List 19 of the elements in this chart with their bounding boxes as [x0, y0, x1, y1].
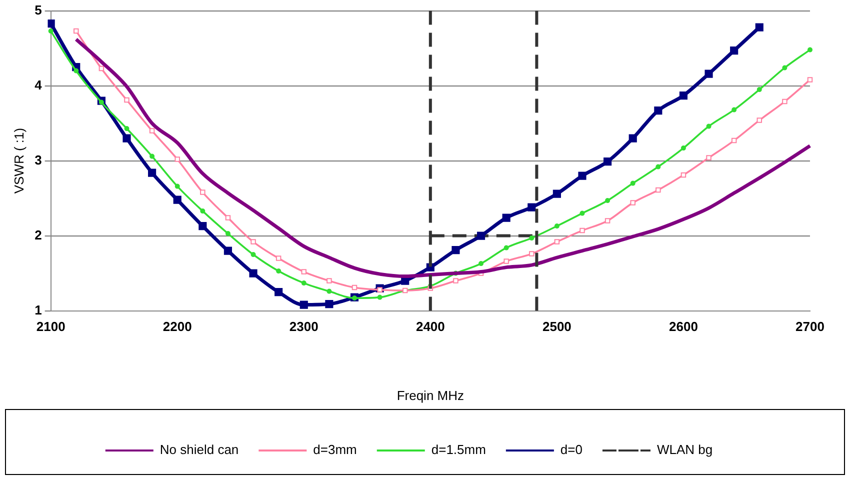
y-tick-label: 5 — [34, 2, 42, 18]
y-tick-label: 3 — [34, 152, 42, 168]
x-tick-label: 2300 — [289, 319, 318, 334]
legend-label: d=0 — [560, 442, 582, 458]
y-axis-title: VSWR ( :1) — [11, 128, 26, 194]
legend-label: d=1.5mm — [431, 442, 486, 458]
x-axis-title: Freqin MHz — [396, 388, 464, 403]
y-tick-label: 4 — [34, 77, 43, 92]
x-tick-label: 2100 — [36, 319, 66, 334]
x-tick-label: 2700 — [796, 319, 824, 334]
x-tick-label: 2400 — [416, 319, 445, 334]
x-tick-label: 2200 — [162, 319, 192, 334]
x-tick-label: 2500 — [542, 319, 572, 334]
y-tick-label: 2 — [34, 227, 42, 242]
legend-label: No shield can — [160, 442, 239, 458]
x-tick-label: 2600 — [669, 319, 698, 334]
legend-label: WLAN bg — [656, 442, 713, 458]
legend-label: d=3mm — [313, 442, 357, 458]
y-tick-label: 1 — [34, 302, 42, 318]
